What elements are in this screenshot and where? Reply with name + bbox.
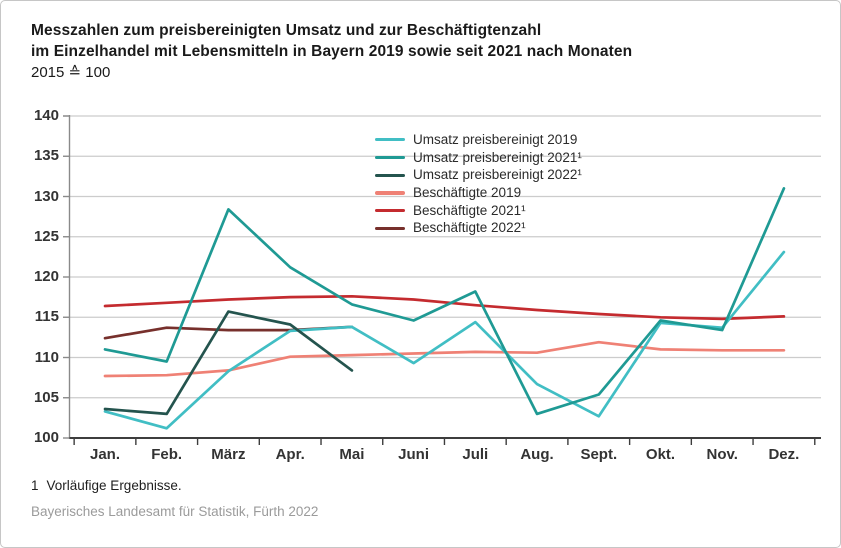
legend-label: Umsatz preisbereinigt 2022¹: [413, 167, 582, 183]
y-axis-tick-label: 105: [33, 389, 59, 406]
footnote-marker: 1: [31, 478, 39, 493]
x-axis-month-label: Okt.: [645, 446, 676, 463]
legend-item-beschaeftigte-2019: Beschäftigte 2019: [375, 184, 582, 202]
y-axis-tick-label: 100: [33, 429, 59, 446]
y-axis-tick-label: 115: [34, 308, 59, 325]
x-axis-month-label: Dez.: [768, 446, 800, 463]
legend-swatch-beschaeftigte-2019: [375, 191, 405, 195]
legend-swatch-umsatz-2022: [375, 173, 405, 177]
x-axis-month-label: März: [211, 446, 246, 463]
chart-subtitle-index-base: 2015 ≙ 100: [31, 64, 111, 81]
legend-item-beschaeftigte-2021: Beschäftigte 2021¹: [375, 202, 582, 220]
legend-label: Umsatz preisbereinigt 2021¹: [413, 149, 582, 165]
x-axis-month-label: Feb.: [151, 446, 183, 463]
legend-label: Beschäftigte 2022¹: [413, 220, 526, 236]
y-axis-tick-label: 110: [34, 348, 59, 366]
x-axis-month-label: Juni: [398, 446, 430, 463]
legend-swatch-beschaeftigte-2022: [375, 226, 405, 230]
chart-title-line1: Messzahlen zum preisbereinigten Umsatz u…: [31, 22, 542, 39]
x-axis-month-label: Juli: [462, 446, 489, 463]
chart-header: Messzahlen zum preisbereinigten Umsatz u…: [31, 20, 632, 83]
x-axis-month-label: Nov.: [706, 446, 738, 463]
legend-swatch-umsatz-2019: [375, 138, 405, 142]
x-axis-month-label: Aug.: [520, 446, 554, 463]
footnote: 1 Vorläufige Ergebnisse.: [31, 478, 182, 493]
chart-title-line2: im Einzelhandel mit Lebensmitteln in Bay…: [31, 43, 633, 60]
legend-swatch-umsatz-2021: [375, 155, 405, 160]
x-axis-month-label: Apr.: [275, 446, 305, 463]
y-axis-tick-label: 125: [33, 228, 59, 245]
legend-item-beschaeftigte-2022: Beschäftigte 2022¹: [375, 219, 582, 237]
legend-item-umsatz-2022: Umsatz preisbereinigt 2022¹: [375, 166, 582, 184]
x-axis-month-label: Sept.: [580, 446, 618, 463]
legend: Umsatz preisbereinigt 2019 Umsatz preisb…: [375, 131, 582, 237]
y-axis-tick-label: 140: [33, 107, 59, 124]
y-axis-tick-label: 135: [33, 147, 59, 164]
footnote-text: Vorläufige Ergebnisse.: [46, 478, 182, 493]
legend-item-umsatz-2019: Umsatz preisbereinigt 2019: [375, 131, 582, 149]
legend-swatch-beschaeftigte-2021: [375, 209, 405, 213]
legend-label: Beschäftigte 2019: [413, 185, 522, 201]
legend-label: Beschäftigte 2021¹: [413, 202, 526, 218]
x-axis-month-label: Mai: [339, 446, 365, 463]
legend-item-umsatz-2021: Umsatz preisbereinigt 2021¹: [375, 149, 582, 167]
y-axis-tick-label: 120: [33, 268, 59, 285]
legend-label: Umsatz preisbereinigt 2019: [413, 132, 578, 147]
source-credit: Bayerisches Landesamt für Statistik, Für…: [31, 504, 319, 519]
x-axis-month-label: Jan.: [89, 446, 120, 463]
y-axis-tick-label: 130: [33, 187, 59, 205]
